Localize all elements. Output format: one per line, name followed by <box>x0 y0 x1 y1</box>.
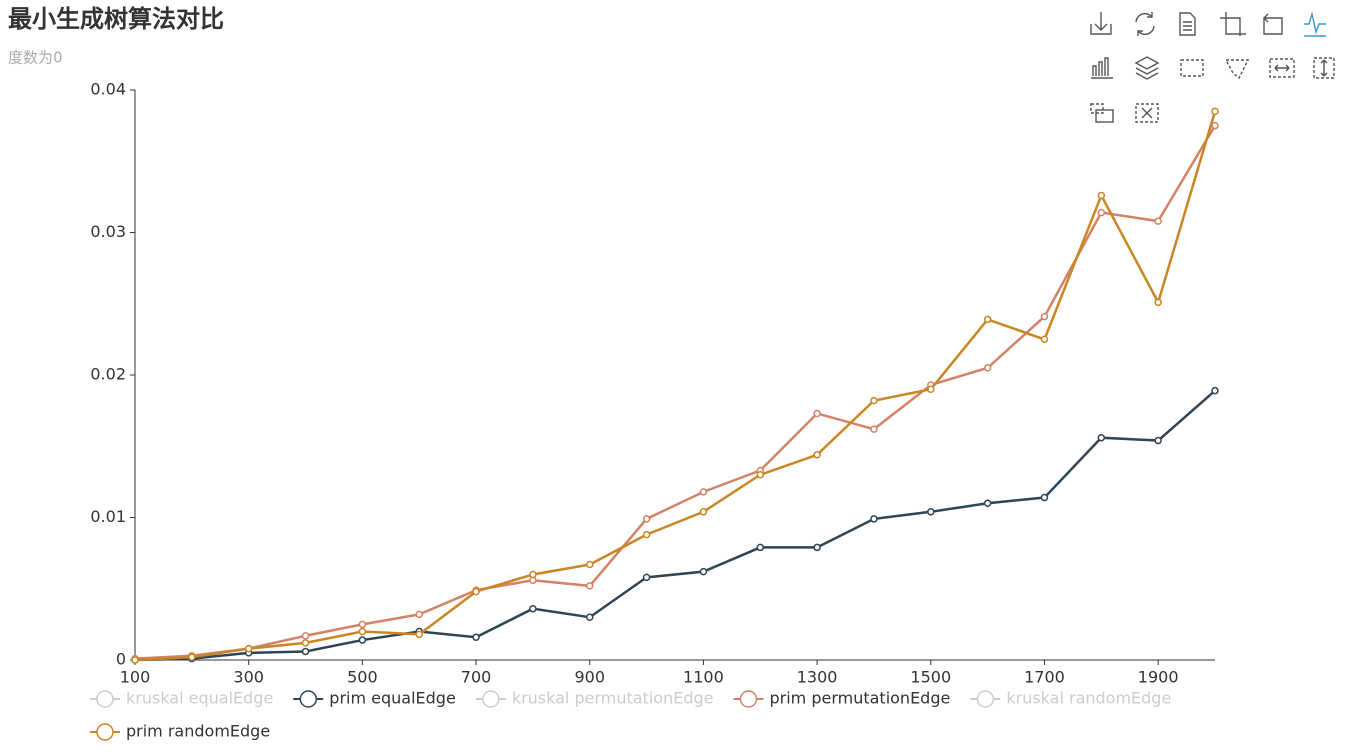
series-line <box>134 124 1217 660</box>
data-point <box>1040 312 1049 321</box>
data-point <box>415 610 423 619</box>
line-icon[interactable] <box>1304 11 1326 37</box>
restore-icon[interactable] <box>1135 12 1155 36</box>
data-point <box>131 656 139 664</box>
data-point <box>642 515 651 523</box>
data-point <box>699 508 708 516</box>
x-tick-label: 100 <box>120 668 151 687</box>
data-point <box>1097 208 1106 217</box>
legend-symbol <box>96 690 114 708</box>
chart-subtitle: 度数为0 <box>8 49 63 67</box>
x-tick-label: 500 <box>347 668 378 687</box>
x-tick-label: 1500 <box>910 668 951 687</box>
data-view-icon[interactable] <box>1179 12 1196 36</box>
y-tick-label: 0.01 <box>90 507 126 526</box>
data-point <box>1097 191 1106 200</box>
data-point <box>301 632 310 640</box>
data-point <box>1211 121 1219 130</box>
data-point <box>983 364 992 372</box>
rect-select-icon[interactable] <box>1180 59 1204 77</box>
data-point <box>1154 298 1162 307</box>
data-point <box>301 639 310 647</box>
crop-icon[interactable] <box>1220 12 1246 36</box>
data-point <box>813 451 821 459</box>
bar-icon[interactable] <box>1091 57 1113 79</box>
data-point <box>642 530 651 539</box>
data-point <box>358 627 367 636</box>
data-point <box>699 488 708 496</box>
legend-label[interactable]: kruskal randomEdge <box>1006 689 1171 708</box>
data-point <box>1154 217 1162 225</box>
legend-symbol <box>739 690 758 708</box>
data-point <box>870 396 878 405</box>
y-tick-label: 0 <box>116 650 126 669</box>
data-point <box>983 315 992 324</box>
data-point <box>1154 436 1162 445</box>
data-point <box>1097 433 1106 442</box>
y-tick-label: 0.03 <box>90 222 126 241</box>
legend-label[interactable]: kruskal permutationEdge <box>512 689 714 708</box>
brush-icon[interactable] <box>1090 103 1114 123</box>
legend-symbol <box>96 723 114 741</box>
clear-icon[interactable] <box>1313 57 1335 79</box>
legend-label[interactable]: kruskal equalEdge <box>126 689 273 708</box>
data-point <box>870 425 878 433</box>
data-point <box>1040 335 1049 344</box>
data-point <box>927 385 935 393</box>
x-tick-label: 900 <box>574 668 605 687</box>
data-point <box>301 647 310 656</box>
x-tick-label: 1300 <box>797 668 838 687</box>
legend-symbol <box>299 690 318 708</box>
data-point <box>472 633 480 641</box>
y-tick-label: 0.02 <box>90 365 126 384</box>
data-point <box>358 620 367 629</box>
keep-icon[interactable] <box>1269 58 1295 78</box>
legend-label[interactable]: prim permutationEdge <box>769 689 950 708</box>
data-point <box>529 570 537 579</box>
data-point <box>756 543 765 552</box>
data-point <box>415 630 423 639</box>
x-tick-label: 300 <box>233 668 264 687</box>
x-tick-label: 1900 <box>1138 668 1179 687</box>
data-point <box>188 653 196 661</box>
save-icon[interactable] <box>1090 12 1112 35</box>
x-tick-label: 1100 <box>683 668 724 687</box>
series-line <box>134 389 1216 662</box>
toolbox <box>1090 11 1335 123</box>
data-point <box>699 567 708 576</box>
data-point <box>813 409 821 418</box>
data-point <box>983 499 992 507</box>
y-tick-label: 0.04 <box>90 80 126 99</box>
data-point <box>529 604 537 613</box>
data-point <box>585 560 594 569</box>
data-point <box>1211 107 1219 116</box>
data-point <box>585 613 594 621</box>
data-point <box>1211 386 1219 395</box>
data-point <box>756 471 765 479</box>
brush-clear-icon[interactable] <box>1135 103 1159 123</box>
legend-label[interactable]: prim randomEdge <box>126 722 270 741</box>
chart-title: 最小生成树算法对比 <box>8 5 224 33</box>
data-point <box>585 582 594 590</box>
data-point <box>1040 493 1049 502</box>
legend-symbol <box>482 690 500 708</box>
x-tick-label: 700 <box>461 668 492 687</box>
series-line <box>134 111 1217 662</box>
undo-icon[interactable] <box>1263 13 1283 35</box>
lasso-icon[interactable] <box>1224 59 1250 80</box>
data-point <box>472 587 480 596</box>
data-point <box>358 636 367 644</box>
x-tick-label: 1700 <box>1024 668 1065 687</box>
stack-icon[interactable] <box>1134 56 1160 80</box>
legend-label[interactable]: prim equalEdge <box>329 689 456 708</box>
data-point <box>927 508 935 516</box>
legend-symbol <box>976 690 995 708</box>
data-point <box>813 543 821 552</box>
data-point <box>642 573 651 582</box>
data-point <box>244 644 253 653</box>
data-point <box>870 515 878 523</box>
